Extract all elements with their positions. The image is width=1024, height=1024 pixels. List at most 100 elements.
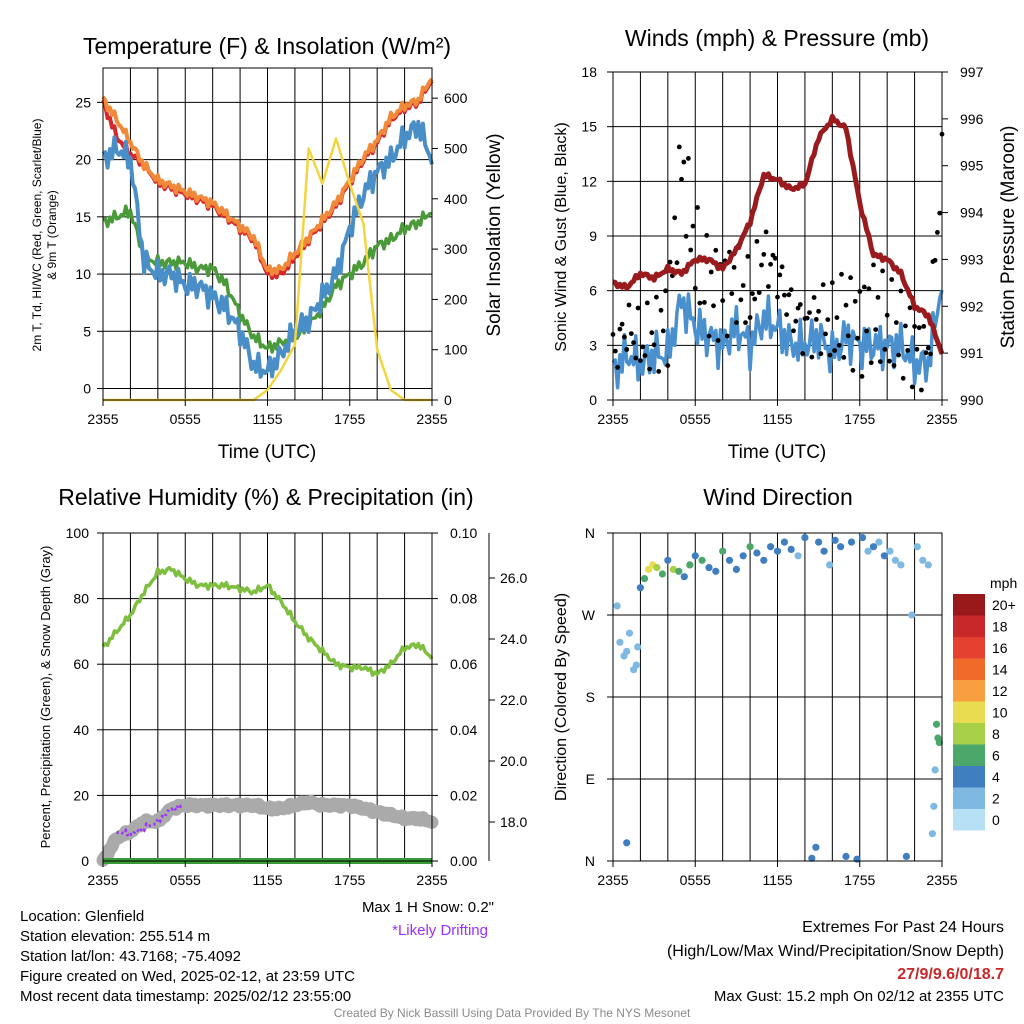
rh-x-tick-label: 1155 bbox=[252, 872, 282, 888]
wind-xlabel: Time (UTC) bbox=[728, 442, 827, 463]
temp-ylabel-line2: & 9m T (Orange) bbox=[45, 190, 59, 280]
direction-point bbox=[932, 720, 941, 728]
gust-point bbox=[729, 291, 735, 296]
dir-x-tick-label: 0555 bbox=[680, 872, 711, 888]
rh-x-tick-label: 0555 bbox=[170, 872, 201, 888]
direction-point bbox=[891, 556, 900, 564]
rh-y3-tick-label: 22.0 bbox=[500, 692, 527, 708]
dir-y-tick-label: N bbox=[585, 525, 595, 541]
dir-title: Wind Direction bbox=[703, 484, 853, 510]
temp-y2-tick-label: 500 bbox=[444, 140, 468, 156]
rh-y3-tick-label: 18.0 bbox=[500, 814, 527, 830]
speed-legend-swatch bbox=[953, 701, 985, 723]
rh-y-tick-label: 80 bbox=[73, 591, 89, 607]
wind-y2-tick-label: 991 bbox=[960, 345, 984, 361]
gust-point bbox=[779, 264, 785, 270]
temp-x-tick-label: 2355 bbox=[416, 411, 447, 427]
temp-y2-tick-label: 100 bbox=[444, 342, 468, 358]
speed-legend-label: 16 bbox=[992, 640, 1008, 656]
dir-y-tick-label: N bbox=[585, 853, 595, 869]
rh-line bbox=[101, 565, 434, 677]
gust-point bbox=[617, 326, 623, 332]
direction-point bbox=[864, 547, 872, 555]
direction-point bbox=[719, 547, 727, 555]
gust-point bbox=[809, 354, 815, 360]
wind-x-tick-label: 0555 bbox=[680, 411, 711, 427]
gust-point bbox=[745, 254, 751, 259]
temp-y-tick-label: 10 bbox=[75, 266, 91, 282]
gust-point bbox=[763, 229, 769, 235]
gust-point bbox=[740, 283, 746, 288]
direction-point bbox=[725, 556, 734, 564]
gust-point bbox=[665, 363, 671, 368]
gust-point bbox=[820, 282, 826, 288]
humidity-panel: 0 20 40 60 80 100 0.00 0.02 0.04 0.06 0.08 0.10 18.0… bbox=[38, 484, 527, 888]
gust-point bbox=[896, 352, 901, 358]
gust-point bbox=[683, 233, 689, 239]
gust-point bbox=[871, 262, 876, 268]
gust-point bbox=[800, 351, 805, 356]
direction-point bbox=[616, 638, 624, 646]
wind-x-tick-label: 1155 bbox=[762, 411, 792, 427]
gust-point bbox=[686, 156, 691, 161]
speed-legend-label: 8 bbox=[992, 726, 1000, 742]
temp-xlabel: Time (UTC) bbox=[218, 442, 317, 463]
gust-point bbox=[795, 305, 801, 311]
wind-y-tick-label: 9 bbox=[589, 228, 597, 244]
gust-point bbox=[827, 352, 833, 358]
wind-y2label: Station Pressure (Maroon) bbox=[998, 126, 1019, 349]
gust-point bbox=[903, 323, 908, 329]
direction-point bbox=[794, 552, 802, 560]
direction-point bbox=[928, 830, 937, 838]
temp-y2-tick-label: 200 bbox=[444, 291, 468, 307]
gust-point bbox=[884, 312, 890, 318]
gust-point bbox=[647, 366, 652, 372]
credit-line: Created By Nick Bassill Using Data Provi… bbox=[333, 1006, 691, 1020]
rh-y-tick-label: 0 bbox=[81, 853, 89, 869]
drifting-note: *Likely Drifting bbox=[392, 922, 488, 939]
direction-point bbox=[780, 538, 789, 546]
temp-x-tick-label: 1755 bbox=[334, 411, 365, 427]
gust-point bbox=[807, 310, 812, 315]
speed-legend-swatch bbox=[953, 680, 985, 702]
direction-point bbox=[820, 547, 828, 555]
gust-point bbox=[622, 334, 627, 340]
gust-point bbox=[788, 287, 794, 292]
gust-point bbox=[919, 387, 924, 393]
temp-y-tick-label: 5 bbox=[83, 323, 91, 339]
speed-legend-label: 0 bbox=[992, 812, 1000, 828]
rh-y2-tick-label: 0.10 bbox=[450, 525, 477, 541]
direction-point bbox=[658, 570, 667, 578]
direction-point bbox=[886, 547, 894, 555]
gust-point bbox=[656, 369, 662, 374]
gust-point bbox=[713, 247, 719, 253]
wind-title: Winds (mph) & Pressure (mb) bbox=[625, 25, 929, 51]
gust-point bbox=[912, 324, 917, 329]
gust-point bbox=[615, 365, 620, 370]
speed-legend-label: 10 bbox=[992, 705, 1008, 721]
gust-point bbox=[784, 312, 789, 317]
gust-point bbox=[898, 288, 904, 294]
gust-point bbox=[750, 291, 755, 296]
gust-point bbox=[907, 305, 913, 311]
gust-point bbox=[638, 358, 643, 363]
dir-x-tick-label: 1155 bbox=[762, 872, 792, 888]
gust-point bbox=[649, 330, 655, 336]
direction-point bbox=[675, 567, 683, 575]
gust-point bbox=[861, 284, 867, 290]
dewpoint-line bbox=[102, 204, 433, 354]
wind-y-tick-label: 0 bbox=[589, 392, 597, 408]
direction-point bbox=[897, 561, 905, 569]
wind-chill-line bbox=[101, 119, 434, 379]
gust-point bbox=[816, 308, 821, 314]
station-elevation: Station elevation: 255.514 m bbox=[20, 928, 211, 945]
extremes-values: 27/9/9.6/0/18.7 bbox=[897, 966, 1004, 983]
pressure-line bbox=[612, 113, 945, 355]
temp-y2-tick-label: 0 bbox=[444, 392, 452, 408]
rh-y2-tick-label: 0.00 bbox=[450, 853, 477, 869]
dir-x-tick-label: 1755 bbox=[844, 872, 875, 888]
wind-x-tick-label: 1755 bbox=[844, 411, 875, 427]
gust-point bbox=[882, 347, 888, 352]
direction-point bbox=[858, 534, 867, 542]
